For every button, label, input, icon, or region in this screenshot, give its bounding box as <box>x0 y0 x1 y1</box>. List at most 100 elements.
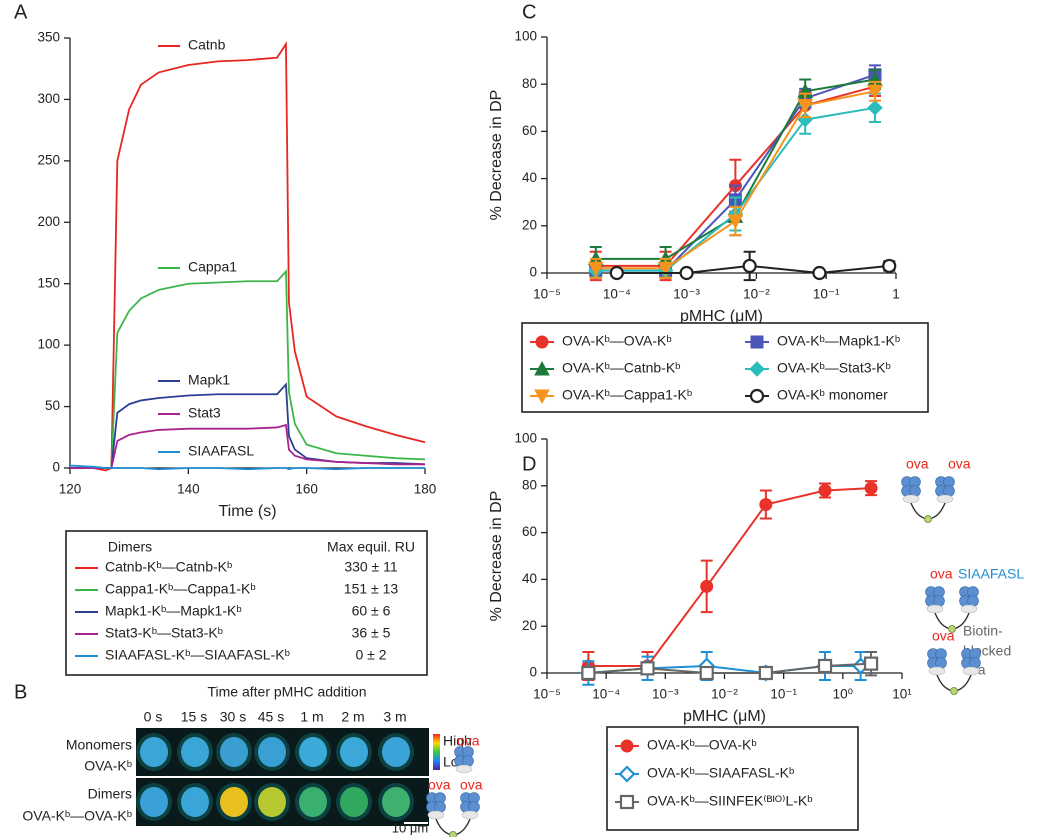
icon-base <box>455 764 473 774</box>
ova-label: ova <box>428 777 451 793</box>
panel-label: B <box>14 681 27 703</box>
legend-marker <box>619 794 635 810</box>
series-line <box>69 464 425 471</box>
panel-label: C <box>522 1 536 23</box>
marker <box>657 261 674 277</box>
x-tick-label: 180 <box>414 482 437 497</box>
marker <box>812 265 827 281</box>
cell <box>382 737 410 767</box>
x-tick-label: 160 <box>295 482 318 497</box>
y-axis-label: % Decrease in DP <box>488 90 505 221</box>
y-tick-label: 80 <box>522 477 537 492</box>
series-label: Catnb <box>188 37 226 53</box>
panel-b-title: Time after pMHC addition <box>208 684 367 700</box>
legend-label: OVA-Kᵇ—Stat3-Kᵇ <box>777 360 891 376</box>
y-tick-label: 350 <box>37 30 60 45</box>
marker <box>758 665 773 681</box>
series-line <box>70 269 426 469</box>
marker <box>867 84 883 100</box>
molecule-icon <box>901 476 921 504</box>
legend-table <box>65 530 428 676</box>
axis-line <box>546 37 896 274</box>
marker <box>700 579 714 593</box>
legend-marker <box>749 388 765 404</box>
time-label: 0 s <box>144 709 163 725</box>
x-axis-label: pMHC (μM) <box>680 308 763 325</box>
cell <box>382 787 410 817</box>
panel-label: A <box>14 1 28 23</box>
marker <box>863 656 879 671</box>
molecule-icon <box>925 586 945 614</box>
cell <box>220 737 248 767</box>
molecule-icon <box>959 586 979 614</box>
table-name: Catnb-Kᵇ—Catnb-Kᵇ <box>105 559 232 575</box>
molecule-icon <box>961 648 981 676</box>
series-label: SIAAFASL <box>188 443 254 459</box>
legend-label: OVA-Kᵇ—SIINFEK⁽ᴮᴵᴼ⁾L-Kᵇ <box>647 793 813 809</box>
x-tick-label: 10¹ <box>892 687 912 702</box>
legend-marker <box>535 335 549 349</box>
annotation: SIAAFASL <box>958 566 1024 582</box>
legend <box>606 726 859 831</box>
legend-marker <box>534 389 550 405</box>
y-tick-label: 80 <box>522 76 537 91</box>
time-label: 2 m <box>341 709 364 725</box>
y-tick-label: 300 <box>37 91 60 106</box>
y-tick-label: 150 <box>37 275 60 290</box>
table-name: Stat3-Kᵇ—Stat3-Kᵇ <box>105 625 223 641</box>
x-tick-label: 10⁻² <box>743 287 770 302</box>
series-line <box>588 487 872 667</box>
y-tick-label: 200 <box>37 214 60 229</box>
marker <box>587 261 604 277</box>
x-tick-label: 10⁻¹ <box>770 687 797 702</box>
marker <box>640 661 655 676</box>
molecule-icon <box>460 792 480 820</box>
legend-marker <box>620 739 634 753</box>
y-tick-label: 0 <box>52 460 60 475</box>
x-tick-label: 120 <box>59 482 82 497</box>
molecule-icon <box>426 792 446 820</box>
time-label: 30 s <box>220 709 246 725</box>
cell <box>181 787 209 817</box>
scale-bar-label: 10 μm <box>392 820 428 835</box>
table-value: 151 ± 13 <box>344 581 399 597</box>
icon-base <box>461 810 479 820</box>
row-group: Dimers <box>88 786 132 802</box>
icon-base <box>427 810 445 820</box>
x-axis-label: Time (s) <box>218 503 276 520</box>
marker <box>864 481 878 495</box>
legend-label: OVA-Kᵇ—Mapk1-Kᵇ <box>777 333 900 349</box>
annotation: Biotin- <box>963 623 1003 639</box>
marker <box>882 258 897 274</box>
cell <box>340 737 368 767</box>
panel-label: D <box>522 453 536 475</box>
x-tick-label: 10⁻³ <box>652 687 679 702</box>
x-tick-label: 10⁻¹ <box>813 287 840 302</box>
legend-marker <box>750 335 764 349</box>
icon-base <box>928 666 946 676</box>
marker <box>867 100 883 116</box>
cell <box>181 737 209 767</box>
annotation: ova <box>906 456 929 472</box>
marker <box>818 483 832 497</box>
time-label: 45 s <box>258 709 284 725</box>
icon-base <box>962 666 980 676</box>
table-header: Dimers <box>108 539 152 555</box>
cell <box>220 787 248 817</box>
molecule-icon <box>935 476 955 504</box>
y-tick-label: 40 <box>522 170 537 185</box>
icon-base <box>926 604 944 614</box>
x-tick-label: 10⁻⁴ <box>592 687 620 702</box>
y-tick-label: 20 <box>522 217 537 232</box>
marker <box>759 498 773 512</box>
marker <box>742 258 757 274</box>
icon-biotin <box>948 625 956 633</box>
icon-biotin <box>950 687 958 695</box>
x-tick-label: 10⁰ <box>833 687 854 702</box>
molecule-icon <box>927 648 947 676</box>
table-name: SIAAFASL-Kᵇ—SIAAFASL-Kᵇ <box>105 647 290 663</box>
marker <box>581 665 596 681</box>
row-name: OVA-Kᵇ—OVA-Kᵇ <box>22 808 132 824</box>
legend-label: OVA-Kᵇ—Cappa1-Kᵇ <box>562 387 692 403</box>
